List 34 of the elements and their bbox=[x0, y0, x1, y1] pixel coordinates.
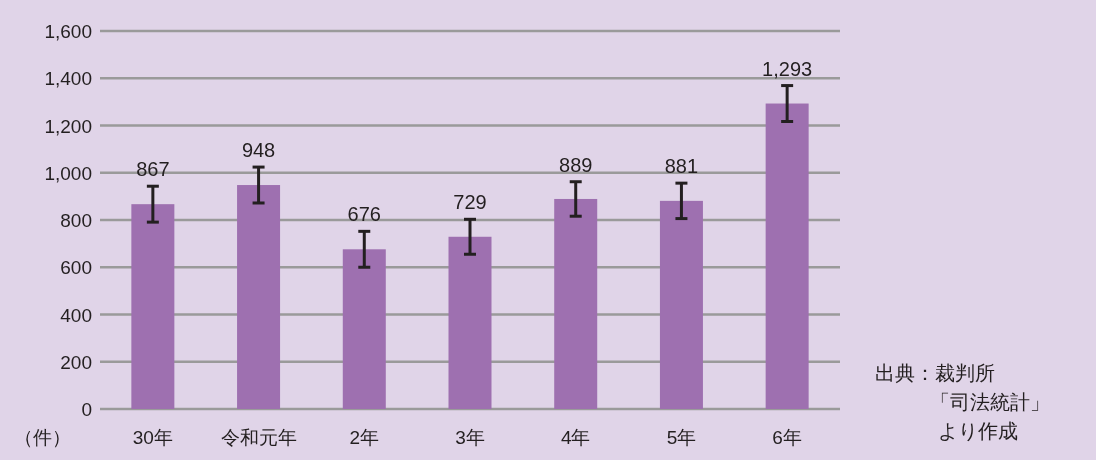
bar bbox=[448, 236, 492, 409]
bar bbox=[659, 200, 703, 409]
text: より作成 bbox=[938, 420, 1018, 442]
x-tick-label: 2年 bbox=[349, 427, 380, 448]
text: 「司法統計」 bbox=[930, 391, 1050, 413]
y-tick-label: 1,000 bbox=[44, 162, 92, 184]
source-note: 出典：裁判所 bbox=[875, 362, 995, 384]
y-tick-label: 400 bbox=[60, 304, 92, 326]
y-tick-label: 0 bbox=[81, 399, 92, 420]
data-label: 676 bbox=[347, 203, 381, 226]
x-tick-label: 4年 bbox=[560, 427, 591, 448]
y-axis-title: （件） bbox=[14, 427, 71, 448]
data-label: 1,293 bbox=[762, 57, 813, 80]
bar bbox=[342, 249, 386, 409]
data-label: 729 bbox=[453, 191, 487, 214]
data-label: 948 bbox=[241, 139, 276, 162]
y-tick-label: 200 bbox=[60, 351, 92, 373]
x-tick-label: 30年 bbox=[132, 427, 173, 448]
bar bbox=[131, 204, 175, 409]
y-tick-label: 600 bbox=[60, 257, 92, 279]
x-tick-label: 6年 bbox=[772, 427, 802, 448]
y-tick-label: 800 bbox=[60, 210, 92, 231]
data-label: 881 bbox=[664, 155, 699, 178]
y-tick-label: 1,400 bbox=[44, 68, 92, 90]
x-tick-label: 3年 bbox=[455, 427, 485, 448]
y-tick-label: 1,600 bbox=[44, 21, 92, 42]
bar bbox=[765, 103, 809, 409]
bar bbox=[237, 185, 281, 409]
data-label: 867 bbox=[136, 158, 170, 181]
x-tick-label: 5年 bbox=[666, 427, 697, 448]
x-tick-label: 令和元年 bbox=[220, 427, 297, 448]
data-label: 889 bbox=[559, 153, 593, 176]
bar bbox=[554, 198, 598, 409]
y-tick-label: 1,200 bbox=[44, 115, 92, 137]
